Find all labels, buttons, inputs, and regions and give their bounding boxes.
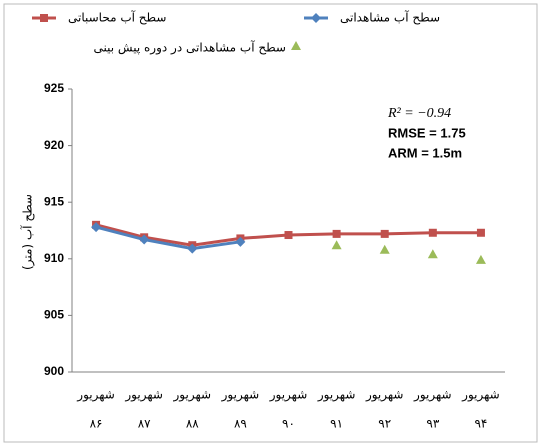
legend-marker <box>40 14 48 22</box>
legend-label: سطح آب مشاهداتی <box>340 10 440 25</box>
marker <box>475 254 486 264</box>
x-tick-label: ۹۲ <box>378 417 391 431</box>
x-tick-label: شهریور <box>124 388 163 403</box>
marker <box>428 228 437 237</box>
y-tick-label: 915 <box>44 194 64 208</box>
x-tick-label: شهریور <box>221 388 260 403</box>
y-tick-label: 910 <box>44 251 64 265</box>
y-axis-label: سطح آب (متر) <box>20 194 36 270</box>
y-tick-label: 905 <box>44 308 64 322</box>
x-tick-label: ۹۱ <box>330 417 343 431</box>
x-tick-label: شهریور <box>269 388 308 403</box>
x-tick-label: ۸۹ <box>234 417 247 431</box>
annotation: ARM = 1.5m <box>388 145 462 160</box>
x-tick-label: شهریور <box>413 388 452 403</box>
x-tick-label: ۹۴ <box>474 417 487 431</box>
marker <box>427 249 438 259</box>
annotation: R² = −0.94 <box>387 106 451 121</box>
legend-marker <box>291 41 301 50</box>
y-tick-label: 900 <box>44 364 64 378</box>
marker <box>476 228 485 237</box>
marker <box>187 243 198 254</box>
x-tick-label: شهریور <box>317 388 356 403</box>
marker <box>331 240 342 250</box>
x-tick-label: ۸۸ <box>186 417 199 431</box>
x-tick-label: ۹۳ <box>426 417 439 431</box>
x-tick-label: ۹۰ <box>282 417 295 431</box>
marker <box>284 231 293 240</box>
chart-frame <box>3 3 538 443</box>
x-tick-label: شهریور <box>461 388 500 403</box>
x-tick-label: شهریور <box>173 388 212 403</box>
legend-label: سطح آب مشاهداتی در دوره پیش بینی <box>94 40 286 56</box>
marker <box>379 244 390 254</box>
marker <box>332 229 341 238</box>
x-tick-label: شهریور <box>365 388 404 403</box>
x-tick-label: ۸۷ <box>138 417 151 431</box>
y-tick-label: 920 <box>44 138 64 152</box>
marker <box>380 229 389 238</box>
marker <box>235 236 246 247</box>
annotation: RMSE = 1.75 <box>388 125 466 140</box>
x-tick-label: ۸۶ <box>90 417 103 431</box>
legend-label: سطح آب محاسباتی <box>68 10 166 25</box>
y-tick-label: 925 <box>44 81 64 95</box>
x-tick-label: شهریور <box>76 388 115 403</box>
marker <box>91 222 102 233</box>
marker <box>139 234 150 245</box>
legend-marker <box>311 13 321 23</box>
series-line <box>95 225 241 251</box>
